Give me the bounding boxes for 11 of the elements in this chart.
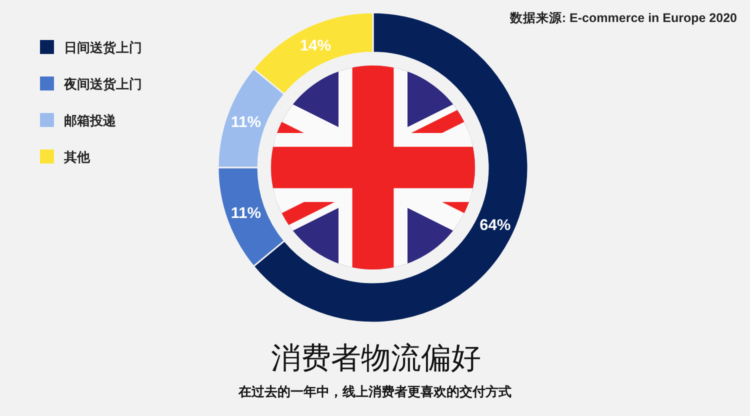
data-label: 14% [300,36,332,54]
legend-label: 其他 [63,149,91,164]
text: 在过去的一年中，线上消费者更喜欢的交付方式 [238,384,512,398]
legend-label: 日间送货上门 [64,40,142,54]
data-label: 11% [230,204,262,222]
legend-label: 夜间送货上门 [63,76,142,91]
data-label: 11% [230,113,262,130]
source-note: 数据来源: E-commerce in Europe 2020 [508,11,738,25]
data-label: 64% [480,216,511,234]
text: 消费者物流偏好 [271,342,481,374]
legend-label: 邮箱投递 [64,112,117,128]
